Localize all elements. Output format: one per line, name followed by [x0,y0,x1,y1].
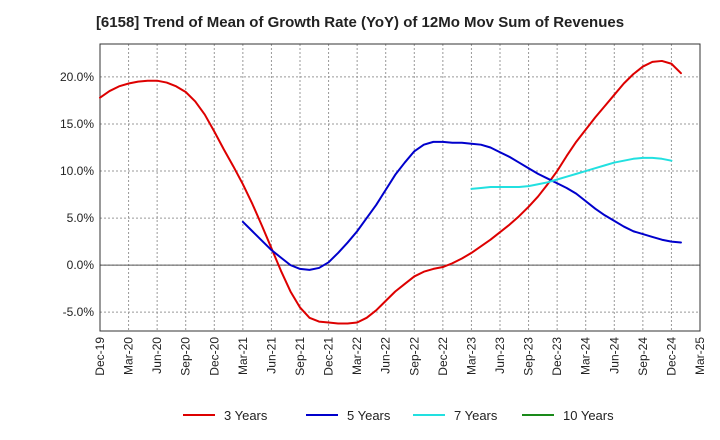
x-tick-label: Sep-23 [522,337,536,376]
x-tick-label: Dec-22 [436,337,450,376]
x-tick-label: Mar-25 [693,337,707,375]
y-tick-label: 10.0% [60,164,94,178]
x-tick-label: Dec-19 [93,337,107,376]
x-tick-label: Sep-20 [179,337,193,376]
y-tick-label: 5.0% [67,211,95,225]
y-tick-label: 15.0% [60,117,94,131]
legend-label-7-years: 7 Years [454,408,498,423]
x-tick-label: Dec-20 [207,337,221,376]
plot-area [100,44,700,331]
legend-label-10-years: 10 Years [563,408,614,423]
x-tick-label: Dec-24 [664,337,678,376]
x-tick-label: Mar-24 [579,337,593,375]
x-tick-label: Jun-23 [493,337,507,374]
plot-frame [99,43,701,332]
x-tick-label: Sep-24 [636,337,650,376]
x-tick-label: Jun-20 [150,337,164,374]
legend-label-3-years: 3 Years [224,408,268,423]
x-tick-label: Mar-20 [122,337,136,375]
x-tick-label: Sep-21 [293,337,307,376]
legend-label-5-years: 5 Years [347,408,391,423]
x-tick-label: Mar-23 [464,337,478,375]
y-tick-label: 0.0% [67,258,95,272]
series-line-7-years [470,156,673,190]
x-tick-label: Jun-21 [264,337,278,374]
y-tick-label: -5.0% [63,305,95,319]
x-tick-label: Sep-22 [407,337,421,376]
x-tick-label: Mar-21 [236,337,250,375]
x-tick-label: Jun-22 [379,337,393,374]
series-line-5-years [241,140,682,271]
series-line-3-years [99,59,682,325]
y-tick-label: 20.0% [60,70,94,84]
x-tick-label: Dec-21 [322,337,336,376]
chart-title: [6158] Trend of Mean of Growth Rate (YoY… [95,14,625,31]
x-tick-label: Dec-23 [550,337,564,376]
x-tick-label: Jun-24 [607,337,621,374]
x-tick-label: Mar-22 [350,337,364,375]
